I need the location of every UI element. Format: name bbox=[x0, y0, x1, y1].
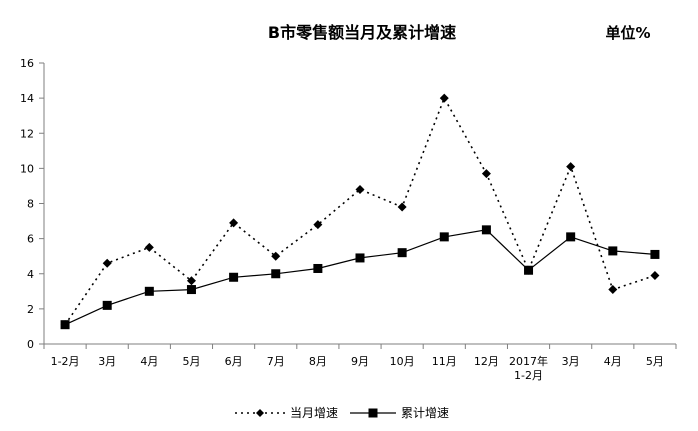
data-point-cumulative bbox=[144, 286, 154, 296]
y-tick-label: 10 bbox=[20, 162, 34, 175]
x-tick-label: 3月 bbox=[98, 355, 116, 368]
data-point-monthly bbox=[608, 285, 618, 295]
y-tick-label: 14 bbox=[20, 92, 34, 105]
x-tick-label: 7月 bbox=[267, 355, 285, 368]
x-tick-label: 5月 bbox=[646, 355, 664, 368]
data-point-cumulative bbox=[229, 272, 239, 282]
data-point-monthly bbox=[144, 242, 154, 252]
data-point-cumulative bbox=[102, 300, 112, 310]
x-tick-label: 2017年 1-2月 bbox=[509, 354, 548, 382]
y-tick-label: 4 bbox=[27, 268, 34, 281]
y-tick-label: 0 bbox=[27, 338, 34, 351]
data-point-monthly bbox=[650, 271, 660, 281]
data-point-cumulative bbox=[186, 285, 196, 295]
data-point-monthly bbox=[566, 162, 576, 172]
data-point-monthly bbox=[481, 169, 491, 179]
data-point-monthly bbox=[397, 202, 407, 212]
y-axis: 0 2 4 6 8 10 12 14 16 bbox=[20, 57, 45, 351]
legend-item-monthly: 当月增速 bbox=[235, 406, 338, 420]
x-tick-label: 8月 bbox=[309, 355, 327, 368]
x-tick-label: 6月 bbox=[225, 355, 243, 368]
legend-item-cumulative: 累计增速 bbox=[350, 406, 449, 420]
series-line-cumulative bbox=[64, 229, 655, 326]
data-point-monthly bbox=[229, 218, 239, 228]
y-tick-label: 6 bbox=[27, 233, 34, 246]
data-point-cumulative bbox=[481, 225, 491, 235]
y-tick-label: 2 bbox=[27, 303, 34, 316]
data-point-cumulative bbox=[524, 265, 534, 275]
plot-area bbox=[60, 93, 660, 330]
x-tick-label: 1-2月 bbox=[51, 355, 80, 368]
x-tick-label: 10月 bbox=[390, 355, 415, 368]
legend-label-monthly: 当月增速 bbox=[290, 406, 338, 420]
data-point-cumulative bbox=[355, 253, 365, 263]
legend-label-cumulative: 累计增速 bbox=[401, 406, 449, 420]
series-line-monthly bbox=[64, 96, 656, 326]
legend-swatch-cumulative-marker bbox=[368, 408, 378, 418]
x-axis: 1-2月 3月 4月 5月 6月 7月 8月 9月 10月 11月 12月 2017年 1-2月 3月 4月… bbox=[43, 343, 677, 382]
y-tick-label: 8 bbox=[27, 198, 34, 211]
x-tick-label: 11月 bbox=[432, 355, 457, 368]
chart-title: B市零售额当月及累计增速 bbox=[268, 23, 456, 42]
unit-label: 单位% bbox=[605, 24, 650, 42]
data-point-monthly bbox=[186, 276, 196, 286]
data-point-cumulative bbox=[271, 269, 281, 279]
data-point-monthly bbox=[355, 184, 365, 194]
data-point-cumulative bbox=[313, 263, 323, 273]
x-tick-label: 4月 bbox=[140, 355, 158, 368]
data-point-monthly bbox=[271, 251, 281, 261]
data-point-monthly bbox=[102, 258, 112, 268]
data-point-cumulative bbox=[566, 232, 576, 242]
legend: 当月增速 累计增速 bbox=[235, 406, 449, 420]
data-point-cumulative bbox=[650, 249, 660, 259]
x-tick-label: 12月 bbox=[474, 355, 499, 368]
x-tick-label: 5月 bbox=[182, 355, 200, 368]
data-point-monthly bbox=[439, 93, 449, 103]
data-point-cumulative bbox=[439, 232, 449, 242]
legend-swatch-monthly-marker bbox=[256, 409, 264, 417]
x-tick-label: 4月 bbox=[604, 355, 622, 368]
data-point-cumulative bbox=[60, 320, 70, 330]
data-point-cumulative bbox=[608, 246, 618, 256]
y-tick-label: 16 bbox=[20, 57, 34, 70]
data-point-cumulative bbox=[397, 248, 407, 258]
data-point-monthly bbox=[313, 220, 323, 230]
y-tick-label: 12 bbox=[20, 127, 34, 140]
x-tick-label: 3月 bbox=[562, 355, 580, 368]
x-tick-label: 9月 bbox=[351, 355, 369, 368]
